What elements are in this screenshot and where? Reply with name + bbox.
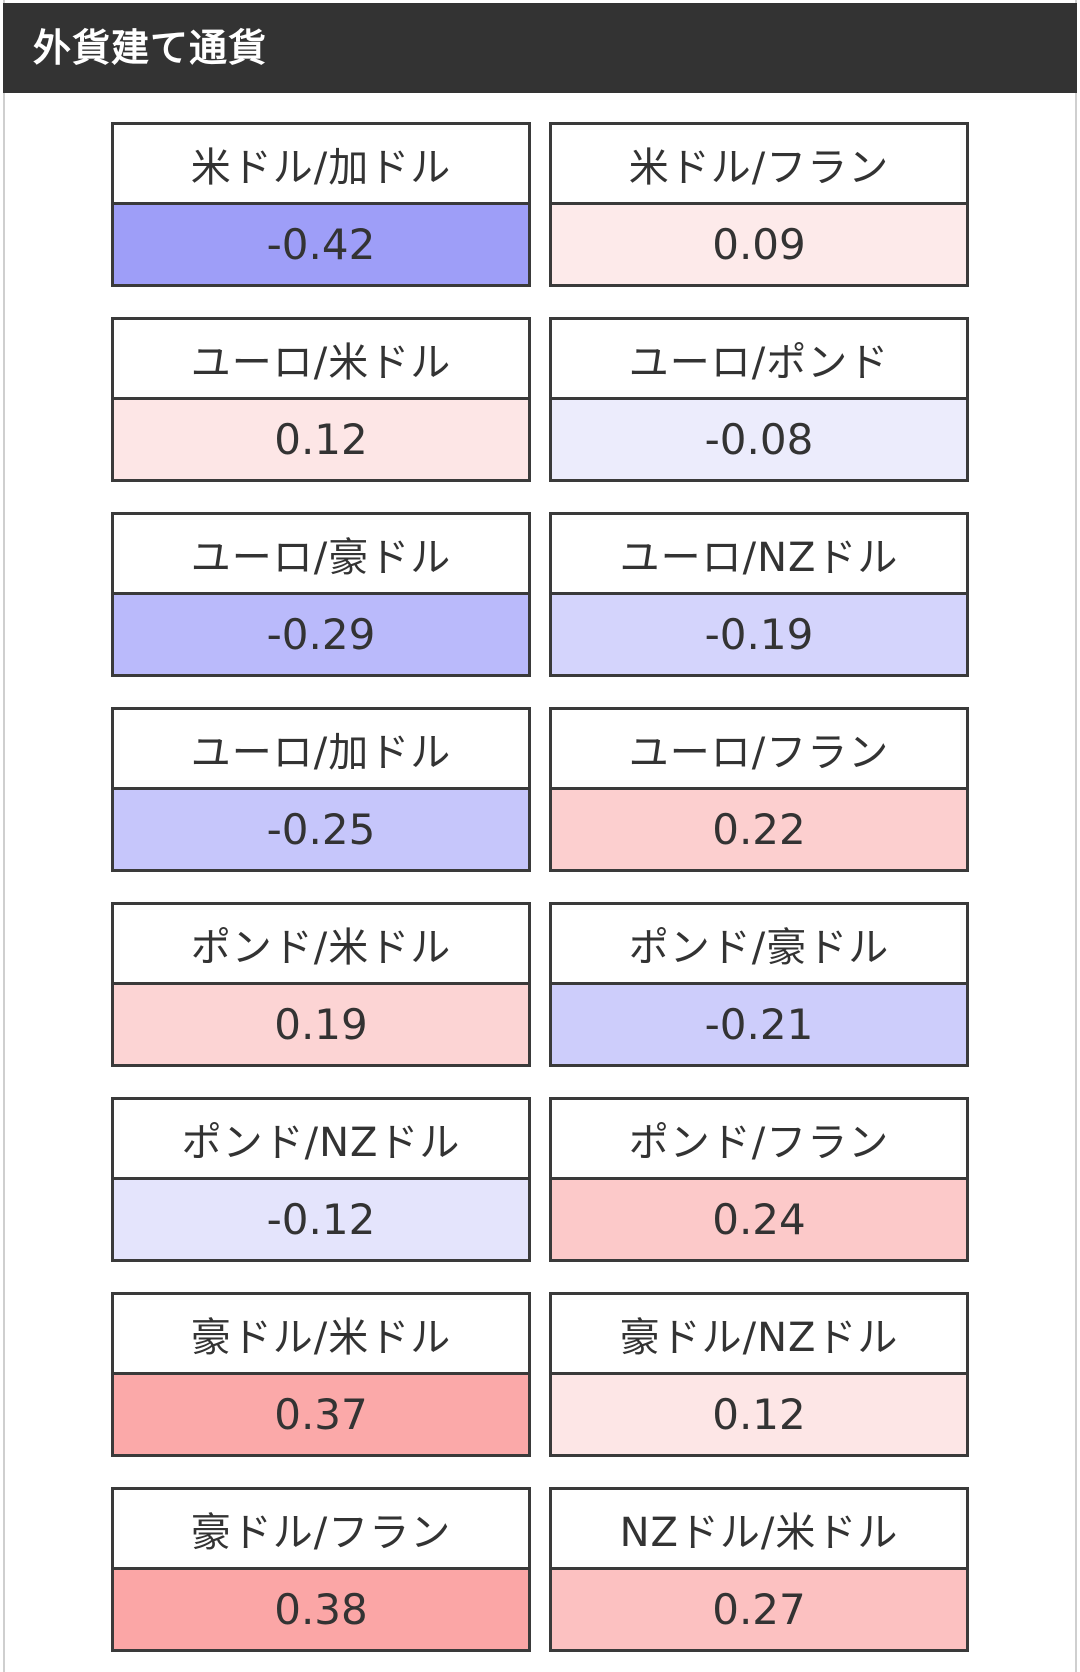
pair-label: ユーロ/フラン bbox=[552, 710, 966, 790]
pair-card: ポンド/フラン 0.24 bbox=[549, 1097, 969, 1262]
pair-value: -0.42 bbox=[114, 205, 528, 284]
pair-label: ユーロ/NZドル bbox=[552, 515, 966, 595]
pair-label: 米ドル/フラン bbox=[552, 125, 966, 205]
pair-card: ユーロ/NZドル -0.19 bbox=[549, 512, 969, 677]
pair-value: 0.37 bbox=[114, 1375, 528, 1454]
pair-card: ユーロ/ポンド -0.08 bbox=[549, 317, 969, 482]
pair-label: 豪ドル/NZドル bbox=[552, 1295, 966, 1375]
pair-card: ユーロ/米ドル 0.12 bbox=[111, 317, 531, 482]
pair-value: -0.08 bbox=[552, 400, 966, 479]
pair-label: ユーロ/豪ドル bbox=[114, 515, 528, 595]
pair-label: ポンド/フラン bbox=[552, 1100, 966, 1180]
pair-label: ユーロ/ポンド bbox=[552, 320, 966, 400]
pair-value: -0.19 bbox=[552, 595, 966, 674]
pair-card: 米ドル/加ドル -0.42 bbox=[111, 122, 531, 287]
pair-label: 豪ドル/米ドル bbox=[114, 1295, 528, 1375]
pair-value: -0.12 bbox=[114, 1180, 528, 1259]
pair-card: 豪ドル/米ドル 0.37 bbox=[111, 1292, 531, 1457]
pair-card: NZドル/米ドル 0.27 bbox=[549, 1487, 969, 1652]
pair-value: 0.22 bbox=[552, 790, 966, 869]
pair-label: ユーロ/米ドル bbox=[114, 320, 528, 400]
pair-card: ユーロ/豪ドル -0.29 bbox=[111, 512, 531, 677]
pair-label: ポンド/米ドル bbox=[114, 905, 528, 985]
pair-card: ユーロ/フラン 0.22 bbox=[549, 707, 969, 872]
section-header: 外貨建て通貨 bbox=[3, 3, 1077, 93]
pair-value: -0.25 bbox=[114, 790, 528, 869]
pair-value: 0.19 bbox=[114, 985, 528, 1064]
pair-card: ポンド/豪ドル -0.21 bbox=[549, 902, 969, 1067]
pair-label: NZドル/米ドル bbox=[552, 1490, 966, 1570]
pair-value: 0.24 bbox=[552, 1180, 966, 1259]
pair-value: -0.29 bbox=[114, 595, 528, 674]
pair-value: 0.38 bbox=[114, 1570, 528, 1649]
pair-label: ポンド/豪ドル bbox=[552, 905, 966, 985]
pair-value: 0.12 bbox=[552, 1375, 966, 1454]
pair-value: 0.09 bbox=[552, 205, 966, 284]
pair-value: 0.27 bbox=[552, 1570, 966, 1649]
pair-value: 0.12 bbox=[114, 400, 528, 479]
pair-value: -0.21 bbox=[552, 985, 966, 1064]
pair-card: ポンド/米ドル 0.19 bbox=[111, 902, 531, 1067]
section-title: 外貨建て通貨 bbox=[33, 26, 268, 70]
pair-card: 豪ドル/NZドル 0.12 bbox=[549, 1292, 969, 1457]
pair-card: ユーロ/加ドル -0.25 bbox=[111, 707, 531, 872]
pair-card: 米ドル/フラン 0.09 bbox=[549, 122, 969, 287]
pair-card: 豪ドル/フラン 0.38 bbox=[111, 1487, 531, 1652]
pair-card: ポンド/NZドル -0.12 bbox=[111, 1097, 531, 1262]
pair-label: 米ドル/加ドル bbox=[114, 125, 528, 205]
pair-label: 豪ドル/フラン bbox=[114, 1490, 528, 1570]
currency-pair-grid: 米ドル/加ドル -0.42 米ドル/フラン 0.09 ユーロ/米ドル 0.12 ユーロ… bbox=[111, 122, 969, 1652]
pair-label: ユーロ/加ドル bbox=[114, 710, 528, 790]
pair-label: ポンド/NZドル bbox=[114, 1100, 528, 1180]
